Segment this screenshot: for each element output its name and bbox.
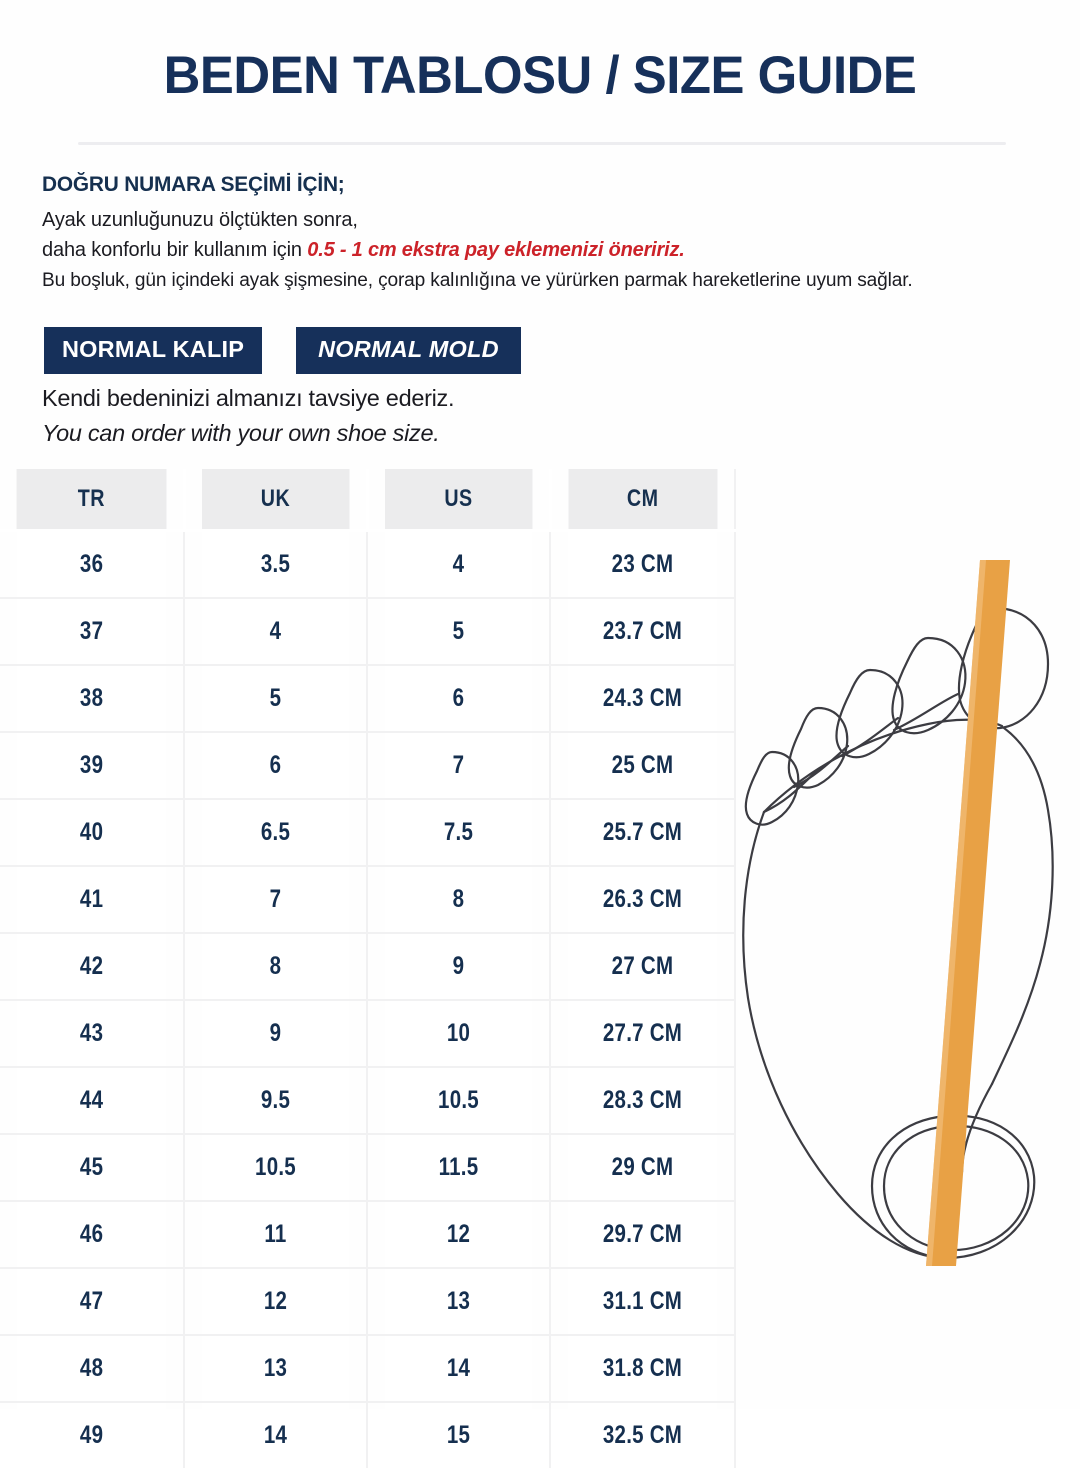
- table-cell-us: 8: [383, 866, 533, 933]
- table-cell-uk: 6: [200, 732, 350, 799]
- table-cell-tr: 37: [17, 598, 168, 665]
- column-header-us: US: [383, 469, 533, 531]
- table-cell-cm: 26.3 CM: [567, 866, 719, 933]
- table-cell-tr: 48: [17, 1335, 168, 1402]
- table-cell-us: 9: [383, 933, 533, 1000]
- table-cell-tr: 36: [17, 531, 168, 599]
- table-cell-cm: 25 CM: [567, 732, 719, 799]
- table-cell-cm: 31.8 CM: [567, 1335, 719, 1402]
- table-cell-uk: 4: [200, 598, 350, 665]
- table-cell-tr: 47: [17, 1268, 168, 1335]
- table-cell-us: 10.5: [383, 1067, 533, 1134]
- table-cell-cm: 31.1 CM: [567, 1268, 719, 1335]
- table-cell-uk: 12: [200, 1268, 350, 1335]
- table-cell-cm: 28.3 CM: [567, 1067, 719, 1134]
- table-cell-uk: 6.5: [200, 799, 350, 866]
- table-cell-us: 11.5: [383, 1134, 533, 1201]
- recommendation-turkish: Kendi bedeninizi almanızı tavsiye ederiz…: [42, 381, 742, 416]
- table-cell-uk: 3.5: [200, 531, 350, 599]
- table-cell-cm: 27 CM: [567, 933, 719, 1000]
- table-cell-cm: 27.7 CM: [567, 1000, 719, 1067]
- table-row: 49 14 15 32.5 CM: [0, 1402, 735, 1468]
- table-cell-tr: 38: [17, 665, 168, 732]
- table-cell-tr: 49: [17, 1402, 168, 1468]
- column-header-cm: CM: [567, 469, 719, 531]
- table-cell-uk: 7: [200, 866, 350, 933]
- table-cell-cm: 23 CM: [567, 531, 719, 599]
- table-cell-uk: 14: [200, 1402, 350, 1468]
- column-header-uk: UK: [200, 469, 350, 531]
- column-header-tr: TR: [17, 469, 168, 531]
- table-cell-tr: 40: [17, 799, 168, 866]
- table-cell-uk: 9: [200, 1000, 350, 1067]
- page-title-container: BEDEN TABLOSU / SIZE GUIDE: [0, 48, 1080, 104]
- table-cell-tr: 42: [17, 933, 168, 1000]
- table-cell-us: 5: [383, 598, 533, 665]
- intro-block: DOĞRU NUMARA SEÇİMİ İÇİN; Ayak uzunluğun…: [42, 172, 1052, 295]
- table-cell-us: 7.5: [383, 799, 533, 866]
- table-cell-us: 12: [383, 1201, 533, 1268]
- table-cell-cm: 29.7 CM: [567, 1201, 719, 1268]
- table-cell-us: 14: [383, 1335, 533, 1402]
- table-cell-us: 15: [383, 1402, 533, 1468]
- table-cell-tr: 43: [17, 1000, 168, 1067]
- table-cell-us: 4: [383, 531, 533, 599]
- table-cell-us: 6: [383, 665, 533, 732]
- intro-heading: DOĞRU NUMARA SEÇİMİ İÇİN;: [42, 172, 1022, 197]
- table-row: 44 9.5 10.5 28.3 CM: [0, 1067, 735, 1134]
- mold-badges: NORMAL KALIP NORMAL MOLD: [44, 327, 521, 374]
- table-cell-uk: 11: [200, 1201, 350, 1268]
- table-header-row: TR UK US CM: [0, 469, 735, 531]
- title-divider: [78, 142, 1006, 145]
- table-cell-cm: 29 CM: [567, 1134, 719, 1201]
- table-cell-uk: 9.5: [200, 1067, 350, 1134]
- intro-line-2: daha konforlu bir kullanım için 0.5 - 1 …: [42, 235, 1027, 265]
- table-row: 45 10.5 11.5 29 CM: [0, 1134, 735, 1201]
- table-row: 36 3.5 4 23 CM: [0, 531, 735, 599]
- table-row: 47 12 13 31.1 CM: [0, 1268, 735, 1335]
- table-cell-us: 10: [383, 1000, 533, 1067]
- table-cell-cm: 25.7 CM: [567, 799, 719, 866]
- intro-line-2-accent: 0.5 - 1 cm ekstra pay eklemenizi öneriri…: [307, 238, 684, 261]
- table-row: 43 9 10 27.7 CM: [0, 1000, 735, 1067]
- status-badge-normal-kalip: NORMAL KALIP: [44, 327, 262, 374]
- status-badge-normal-mold: NORMAL MOLD: [296, 327, 521, 374]
- table-cell-us: 13: [383, 1268, 533, 1335]
- table-cell-tr: 44: [17, 1067, 168, 1134]
- table-cell-uk: 10.5: [200, 1134, 350, 1201]
- table-cell-cm: 23.7 CM: [567, 598, 719, 665]
- foot-illustration: [742, 560, 1072, 1300]
- intro-line-2-prefix: daha konforlu bir kullanım için: [42, 238, 307, 261]
- table-row: 46 11 12 29.7 CM: [0, 1201, 735, 1268]
- page-title: BEDEN TABLOSU / SIZE GUIDE: [22, 48, 1059, 104]
- table-cell-uk: 13: [200, 1335, 350, 1402]
- intro-line-1: Ayak uzunluğunuzu ölçtükten sonra,: [42, 205, 1027, 235]
- table-row: 40 6.5 7.5 25.7 CM: [0, 799, 735, 866]
- recommendation-block: Kendi bedeninizi almanızı tavsiye ederiz…: [42, 381, 742, 451]
- table-cell-tr: 45: [17, 1134, 168, 1201]
- intro-line-3: Bu boşluk, gün içindeki ayak şişmesine, …: [42, 266, 1027, 295]
- table-cell-cm: 24.3 CM: [567, 665, 719, 732]
- measuring-strip-group: [926, 560, 1010, 1266]
- table-cell-us: 7: [383, 732, 533, 799]
- table-cell-cm: 32.5 CM: [567, 1402, 719, 1468]
- table-row: 48 13 14 31.8 CM: [0, 1335, 735, 1402]
- table-cell-uk: 5: [200, 665, 350, 732]
- recommendation-english: You can order with your own shoe size.: [42, 416, 742, 451]
- size-guide-page: BEDEN TABLOSU / SIZE GUIDE DOĞRU NUMARA …: [0, 0, 1080, 1409]
- table-cell-tr: 41: [17, 866, 168, 933]
- table-cell-tr: 39: [17, 732, 168, 799]
- table-cell-tr: 46: [17, 1201, 168, 1268]
- table-cell-uk: 8: [200, 933, 350, 1000]
